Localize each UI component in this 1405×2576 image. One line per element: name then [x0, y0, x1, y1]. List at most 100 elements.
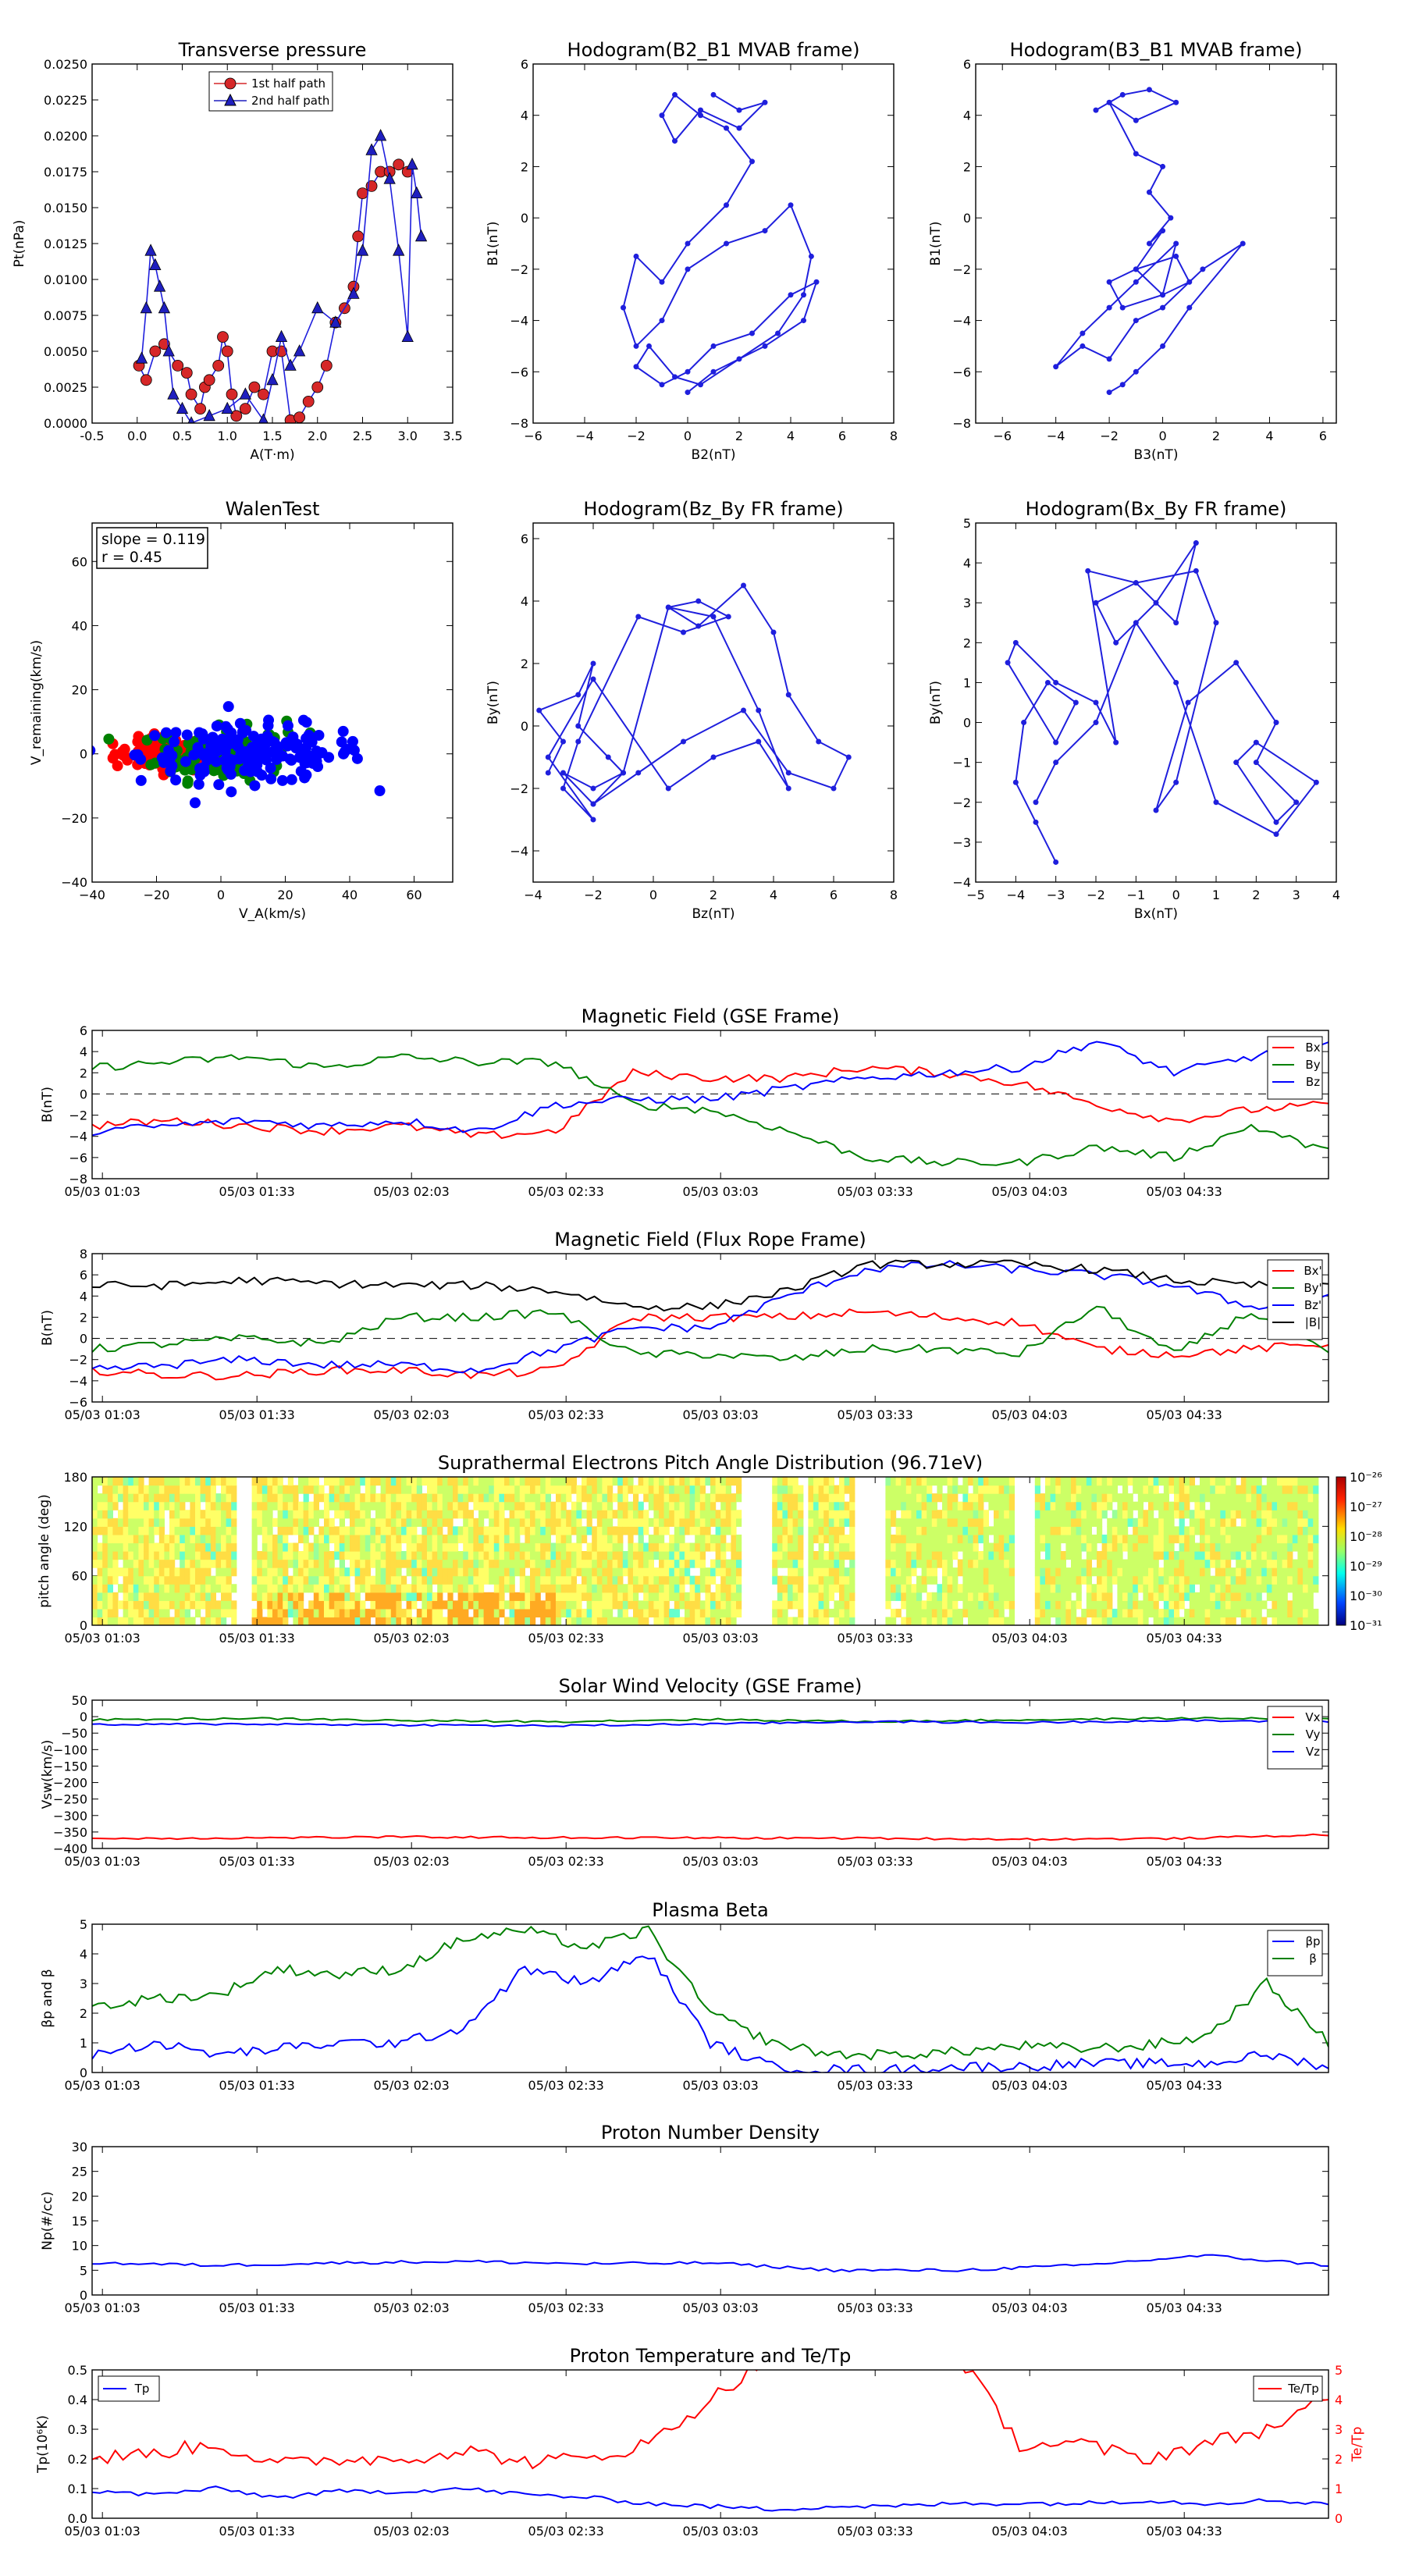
pad-cell [118, 1517, 124, 1527]
pad-cell [313, 1617, 319, 1625]
pad-cell [901, 1617, 907, 1625]
pad-cell [1076, 1559, 1082, 1568]
pad-cell [519, 1551, 525, 1560]
pad-cell [447, 1608, 454, 1618]
pad-cell [895, 1551, 902, 1560]
pad-cell [313, 1608, 319, 1618]
pad-cell [1153, 1542, 1159, 1552]
pad-cell [112, 1493, 119, 1503]
pad-cell [566, 1534, 572, 1544]
pad-cell [128, 1477, 134, 1486]
pad-cell [1101, 1477, 1108, 1486]
hodogram-point [1133, 117, 1139, 123]
pad-cell [298, 1477, 304, 1486]
pad-cell [560, 1501, 567, 1510]
pad-cell [1148, 1485, 1154, 1494]
pad-cell [1133, 1526, 1139, 1535]
pad-cell [699, 1559, 706, 1568]
y-axis-label: By(nT) [928, 681, 944, 724]
pad-cell [118, 1600, 124, 1610]
pad-cell [164, 1501, 170, 1510]
pad-cell [473, 1542, 479, 1552]
pad-cell [998, 1592, 1005, 1601]
pad-cell [566, 1559, 572, 1568]
pad-cell [921, 1575, 927, 1585]
pad-cell [489, 1608, 495, 1618]
pad-cell [725, 1608, 731, 1618]
pad-cell [1220, 1575, 1226, 1585]
pad-cell [988, 1551, 994, 1560]
pad-cell [514, 1551, 521, 1560]
pad-cell [123, 1493, 129, 1503]
pad-cell [731, 1551, 737, 1560]
hodogram-point [775, 330, 781, 336]
pad-cell [1148, 1517, 1154, 1527]
pad-cell [1107, 1485, 1113, 1494]
pad-cell [1240, 1617, 1247, 1625]
pad-cell [617, 1592, 624, 1601]
pad-cell [1060, 1575, 1066, 1585]
pad-cell [973, 1567, 979, 1577]
pad-cell [128, 1501, 134, 1510]
pad-cell [556, 1617, 562, 1625]
pad-cell [1307, 1493, 1314, 1503]
pad-cell [205, 1510, 212, 1519]
pad-cell [622, 1592, 628, 1601]
pad-cell [190, 1501, 196, 1510]
pad-cell [663, 1617, 670, 1625]
pad-cell [607, 1477, 614, 1486]
pad-cell [386, 1510, 392, 1519]
pad-cell [509, 1493, 515, 1503]
pad-cell [689, 1592, 695, 1601]
plot-frame [532, 63, 895, 424]
pad-cell [1313, 1526, 1319, 1535]
pad-cell [148, 1551, 155, 1560]
pad-cell [180, 1575, 186, 1585]
pad-cell [699, 1600, 706, 1610]
pad-cell [318, 1526, 325, 1535]
pad-cell [679, 1559, 685, 1568]
pad-cell [344, 1600, 350, 1610]
pad-cell [365, 1510, 371, 1519]
pad-cell [1220, 1600, 1226, 1610]
pad-cell [1086, 1485, 1092, 1494]
pad-cell [582, 1493, 588, 1503]
pad-cell [422, 1551, 428, 1560]
walen-point [256, 770, 268, 781]
pad-cell [411, 1584, 418, 1593]
pad-cell [457, 1617, 464, 1625]
series-line [92, 2254, 1329, 2273]
pad-cell [283, 1542, 289, 1552]
pad-cell [1101, 1551, 1108, 1560]
data-point [374, 129, 387, 141]
pad-cell [685, 1600, 691, 1610]
pad-cell [1101, 1592, 1108, 1601]
pad-cell [442, 1575, 448, 1585]
pad-cell [102, 1493, 108, 1503]
pad-cell [911, 1477, 917, 1486]
pad-cell [911, 1534, 917, 1544]
pad-cell [231, 1600, 237, 1610]
pad-cell [1287, 1534, 1293, 1544]
hodogram-point [770, 629, 777, 635]
data-point [311, 381, 324, 393]
pad-cell [107, 1542, 113, 1552]
pad-cell [731, 1600, 737, 1610]
pad-cell [1071, 1493, 1077, 1503]
pad-cell [983, 1551, 989, 1560]
pad-cell [1117, 1534, 1123, 1544]
pad-cell [710, 1559, 717, 1568]
pad-cell [1060, 1551, 1066, 1560]
pad-cell [1168, 1510, 1175, 1519]
pad-cell [916, 1526, 923, 1535]
pad-cell [1174, 1493, 1180, 1503]
y-axis-label: βp and β [40, 1969, 55, 2027]
pad-cell [1287, 1559, 1293, 1568]
y-tick-label: 0 [521, 211, 528, 226]
pad-cell [663, 1501, 670, 1510]
series-line [92, 1717, 1329, 1724]
pad-cell [715, 1551, 721, 1560]
hodogram-point [1193, 568, 1199, 574]
plot-area [133, 129, 428, 423]
pad-cell [118, 1477, 124, 1486]
